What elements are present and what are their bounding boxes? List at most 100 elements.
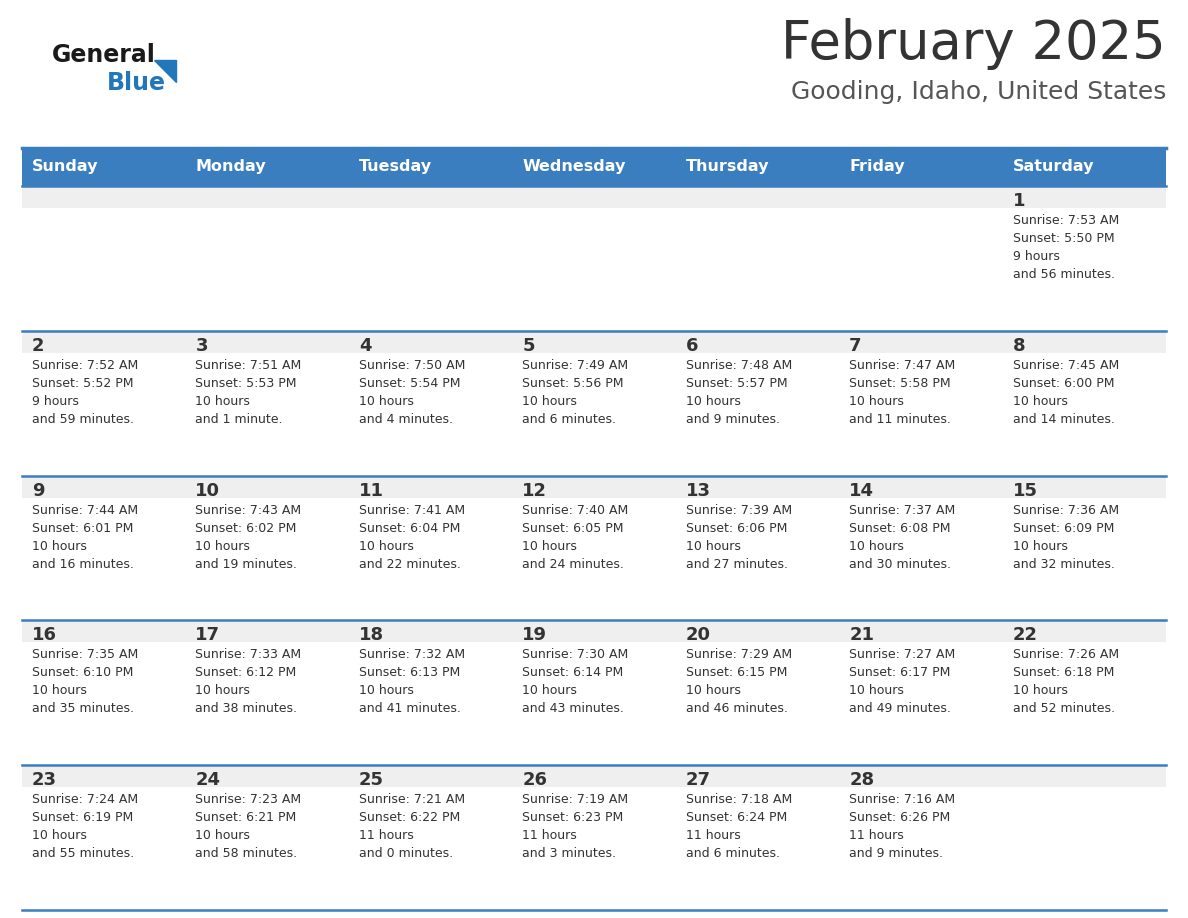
Text: Sunset: 6:02 PM: Sunset: 6:02 PM — [196, 521, 297, 534]
Text: Wednesday: Wednesday — [523, 160, 626, 174]
Bar — [23, 643, 185, 766]
Text: Sunrise: 7:49 AM: Sunrise: 7:49 AM — [523, 359, 628, 372]
Text: Sunset: 6:24 PM: Sunset: 6:24 PM — [685, 812, 786, 824]
Text: Sunset: 6:21 PM: Sunset: 6:21 PM — [196, 812, 297, 824]
Bar — [512, 788, 676, 910]
Bar — [185, 186, 349, 330]
Bar — [676, 643, 839, 766]
Text: 10 hours: 10 hours — [523, 540, 577, 553]
Text: 10 hours: 10 hours — [32, 540, 87, 553]
Text: Sunset: 6:04 PM: Sunset: 6:04 PM — [359, 521, 460, 534]
Text: 10 hours: 10 hours — [523, 685, 577, 698]
Bar — [512, 208, 676, 330]
Text: 10 hours: 10 hours — [359, 540, 413, 553]
Text: and 19 minutes.: and 19 minutes. — [196, 557, 297, 571]
Text: February 2025: February 2025 — [782, 18, 1165, 70]
Text: 10: 10 — [196, 482, 221, 499]
Text: Sunrise: 7:33 AM: Sunrise: 7:33 AM — [196, 648, 302, 661]
Text: Sunrise: 7:21 AM: Sunrise: 7:21 AM — [359, 793, 465, 806]
Bar — [676, 788, 839, 910]
Text: 7: 7 — [849, 337, 861, 354]
Text: 22: 22 — [1012, 626, 1037, 644]
Bar — [512, 621, 676, 766]
Text: Sunset: 5:57 PM: Sunset: 5:57 PM — [685, 376, 788, 390]
Text: Sunset: 5:56 PM: Sunset: 5:56 PM — [523, 376, 624, 390]
Text: and 4 minutes.: and 4 minutes. — [359, 413, 453, 426]
Bar — [676, 186, 839, 330]
Text: 10 hours: 10 hours — [523, 395, 577, 408]
Bar — [839, 498, 1003, 621]
Text: 10 hours: 10 hours — [849, 685, 904, 698]
Bar — [185, 208, 349, 330]
Text: 10 hours: 10 hours — [685, 395, 740, 408]
Text: Sunset: 6:06 PM: Sunset: 6:06 PM — [685, 521, 788, 534]
Bar — [23, 476, 185, 621]
Bar — [512, 186, 676, 330]
Bar — [23, 148, 1165, 186]
Text: Sunrise: 7:45 AM: Sunrise: 7:45 AM — [1012, 359, 1119, 372]
Text: 11: 11 — [359, 482, 384, 499]
Text: and 6 minutes.: and 6 minutes. — [523, 413, 617, 426]
Text: and 1 minute.: and 1 minute. — [196, 413, 283, 426]
Bar — [23, 208, 185, 330]
Text: Sunrise: 7:47 AM: Sunrise: 7:47 AM — [849, 359, 955, 372]
Bar — [512, 476, 676, 621]
Text: 10 hours: 10 hours — [196, 540, 251, 553]
Text: and 27 minutes.: and 27 minutes. — [685, 557, 788, 571]
Text: Sunrise: 7:23 AM: Sunrise: 7:23 AM — [196, 793, 302, 806]
Text: 19: 19 — [523, 626, 548, 644]
Text: Monday: Monday — [196, 160, 266, 174]
Text: Sunday: Sunday — [32, 160, 99, 174]
Text: Sunrise: 7:32 AM: Sunrise: 7:32 AM — [359, 648, 465, 661]
Text: Sunset: 5:58 PM: Sunset: 5:58 PM — [849, 376, 950, 390]
Text: and 32 minutes.: and 32 minutes. — [1012, 557, 1114, 571]
Text: Saturday: Saturday — [1012, 160, 1094, 174]
Text: Sunset: 5:52 PM: Sunset: 5:52 PM — [32, 376, 133, 390]
Bar — [23, 788, 185, 910]
Text: Sunset: 6:01 PM: Sunset: 6:01 PM — [32, 521, 133, 534]
Text: Sunrise: 7:41 AM: Sunrise: 7:41 AM — [359, 504, 465, 517]
Text: and 38 minutes.: and 38 minutes. — [196, 702, 297, 715]
Text: Sunset: 6:18 PM: Sunset: 6:18 PM — [1012, 666, 1114, 679]
Text: Sunset: 6:26 PM: Sunset: 6:26 PM — [849, 812, 950, 824]
Text: Friday: Friday — [849, 160, 905, 174]
Bar — [23, 186, 185, 330]
Text: 10 hours: 10 hours — [849, 395, 904, 408]
Text: 10 hours: 10 hours — [1012, 685, 1068, 698]
Bar — [676, 208, 839, 330]
Text: and 55 minutes.: and 55 minutes. — [32, 847, 134, 860]
Text: 26: 26 — [523, 771, 548, 789]
Bar — [1003, 353, 1165, 476]
Text: Sunset: 6:08 PM: Sunset: 6:08 PM — [849, 521, 950, 534]
Text: 10 hours: 10 hours — [32, 685, 87, 698]
Text: 20: 20 — [685, 626, 710, 644]
Text: 1: 1 — [1012, 192, 1025, 210]
Text: and 49 minutes.: and 49 minutes. — [849, 702, 952, 715]
Text: 10 hours: 10 hours — [359, 685, 413, 698]
Text: and 52 minutes.: and 52 minutes. — [1012, 702, 1114, 715]
Text: Sunset: 6:23 PM: Sunset: 6:23 PM — [523, 812, 624, 824]
Bar — [1003, 643, 1165, 766]
Bar — [676, 476, 839, 621]
Text: 16: 16 — [32, 626, 57, 644]
Text: 14: 14 — [849, 482, 874, 499]
Text: Sunrise: 7:53 AM: Sunrise: 7:53 AM — [1012, 214, 1119, 227]
Text: Sunrise: 7:18 AM: Sunrise: 7:18 AM — [685, 793, 792, 806]
Bar — [512, 353, 676, 476]
Text: and 6 minutes.: and 6 minutes. — [685, 847, 779, 860]
Text: Sunrise: 7:39 AM: Sunrise: 7:39 AM — [685, 504, 792, 517]
Text: and 14 minutes.: and 14 minutes. — [1012, 413, 1114, 426]
Text: 11 hours: 11 hours — [849, 829, 904, 842]
Bar — [185, 766, 349, 910]
Text: 25: 25 — [359, 771, 384, 789]
Text: 9 hours: 9 hours — [1012, 250, 1060, 263]
Text: Sunrise: 7:51 AM: Sunrise: 7:51 AM — [196, 359, 302, 372]
Bar — [23, 621, 185, 766]
Text: Sunset: 6:10 PM: Sunset: 6:10 PM — [32, 666, 133, 679]
Text: 3: 3 — [196, 337, 208, 354]
Text: 10 hours: 10 hours — [685, 540, 740, 553]
Bar — [1003, 498, 1165, 621]
Bar — [185, 788, 349, 910]
Text: 10 hours: 10 hours — [685, 685, 740, 698]
Text: 17: 17 — [196, 626, 221, 644]
